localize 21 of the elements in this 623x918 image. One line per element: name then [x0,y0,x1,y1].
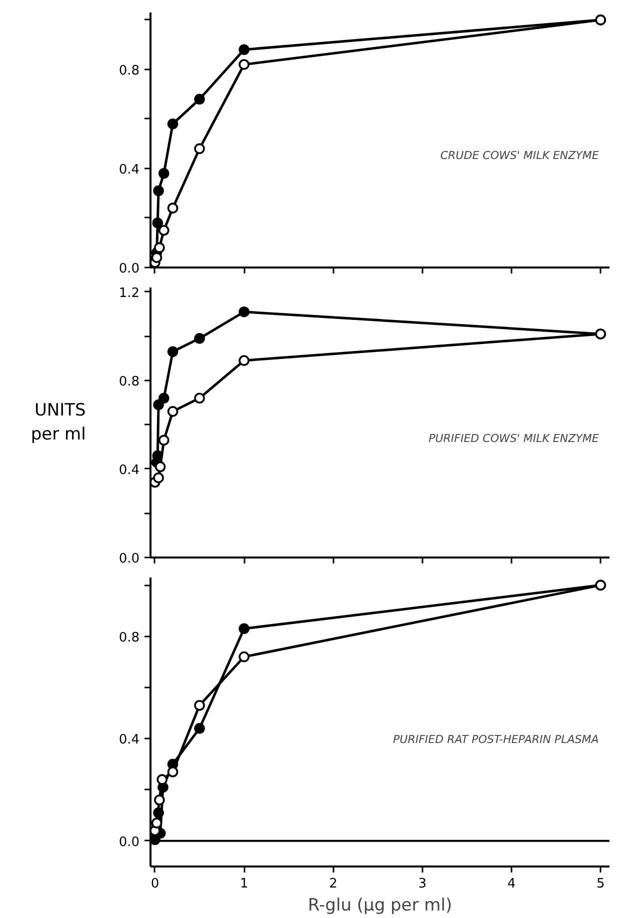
y-axis-title: UNITS per ml [30,400,86,444]
y-tick-label: 0.0 [118,552,140,566]
x-tick-label: 1 [240,876,248,892]
y-tick-label: 0.8 [118,630,140,646]
x-tick-label: 3 [418,876,426,892]
x-axis-title: R-glu (µg per ml) [308,896,452,916]
x-tick-label: 4 [507,876,516,892]
y-tick-label: 0.4 [118,462,140,478]
x-tick-label: 2 [329,876,338,892]
x-tick-label: 5 [596,876,605,892]
y-tick-label: 0.0 [118,834,140,850]
annotation: PURIFIED COWS' MILK ENZYME [428,432,599,446]
x-tick-label: 0 [150,876,160,892]
y-tick-label: 0.0 [118,262,140,276]
y-tick-label: 0.8 [118,374,140,390]
annotation: PURIFIED RAT POST-HEPARIN PLASMA [393,732,599,746]
y-tick-label: 1.2 [118,286,140,301]
y-tick-label: 0.4 [118,732,140,748]
y-tick-label: 0.4 [118,162,140,178]
y-tick-label: 0.8 [118,63,140,78]
annotation: CRUDE COWS' MILK ENZYME [440,148,599,162]
